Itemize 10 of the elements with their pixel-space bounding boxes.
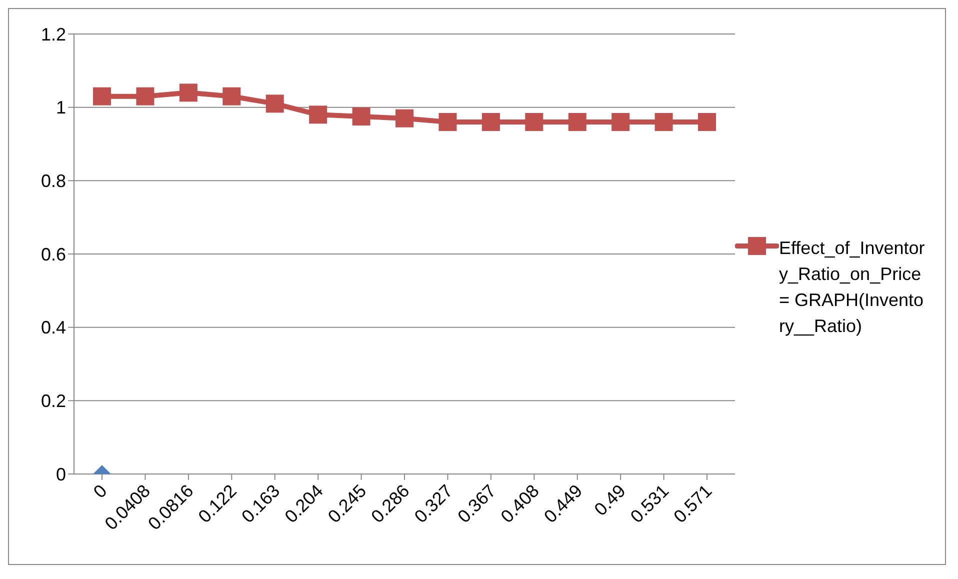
y-tick-label: 0.4: [40, 318, 66, 338]
y-tick-label: 0.8: [40, 171, 66, 192]
y-tick-label: 0.6: [40, 244, 66, 264]
y-tick-label: 0.2: [40, 391, 66, 412]
legend-label: Effect_of_Inventory_Ratio_on_Price = GRAPH(Inventory__Ratio): [779, 236, 925, 338]
x-tick-label: 0.49: [590, 480, 630, 520]
y-tick-label: 1.2: [40, 24, 66, 44]
y-tick-label: 1: [56, 98, 66, 118]
x-tick-label: 0: [90, 480, 111, 502]
y-tick-label: 0: [56, 464, 66, 484]
